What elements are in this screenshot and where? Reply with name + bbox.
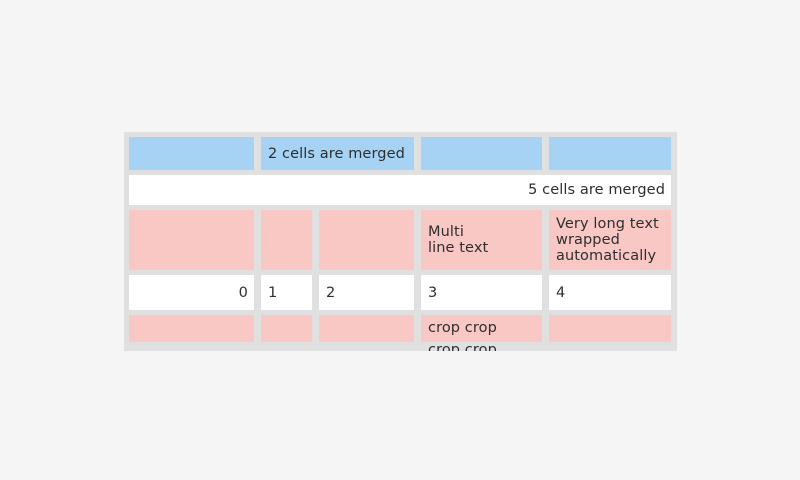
table-cell-number-3[interactable]: 3 <box>421 275 542 310</box>
table-cell-merged-5[interactable]: 5 cells are merged <box>129 175 671 205</box>
table-cell-r1c1[interactable] <box>129 137 254 170</box>
table-cell-cropped[interactable]: crop crop crop crop <box>421 315 542 351</box>
table-widget: 2 cells are merged 5 cells are merged Mu… <box>124 132 677 351</box>
table-cell-r1c4[interactable] <box>421 137 542 170</box>
table-grid: 2 cells are merged 5 cells are merged Mu… <box>129 137 672 351</box>
table-cell-number-2[interactable]: 2 <box>319 275 414 310</box>
cropped-text: crop crop crop crop <box>428 320 497 351</box>
table-cell-multiline[interactable]: Multi line text <box>421 210 542 270</box>
table-cell-merged-2[interactable]: 2 cells are merged <box>261 137 414 170</box>
table-cell-number-4[interactable]: 4 <box>549 275 671 310</box>
table-cell-r5c2[interactable] <box>261 315 312 342</box>
table-cell-r3c3[interactable] <box>319 210 414 270</box>
table-cell-number-0[interactable]: 0 <box>129 275 254 310</box>
table-cell-wrapped[interactable]: Very long text wrapped automatically <box>549 210 671 270</box>
table-cell-r1c5[interactable] <box>549 137 671 170</box>
table-cell-number-1[interactable]: 1 <box>261 275 312 310</box>
table-cell-r3c2[interactable] <box>261 210 312 270</box>
table-cell-r5c5[interactable] <box>549 315 671 342</box>
table-cell-r3c1[interactable] <box>129 210 254 270</box>
table-cell-r5c3[interactable] <box>319 315 414 342</box>
table-cell-r5c1[interactable] <box>129 315 254 342</box>
